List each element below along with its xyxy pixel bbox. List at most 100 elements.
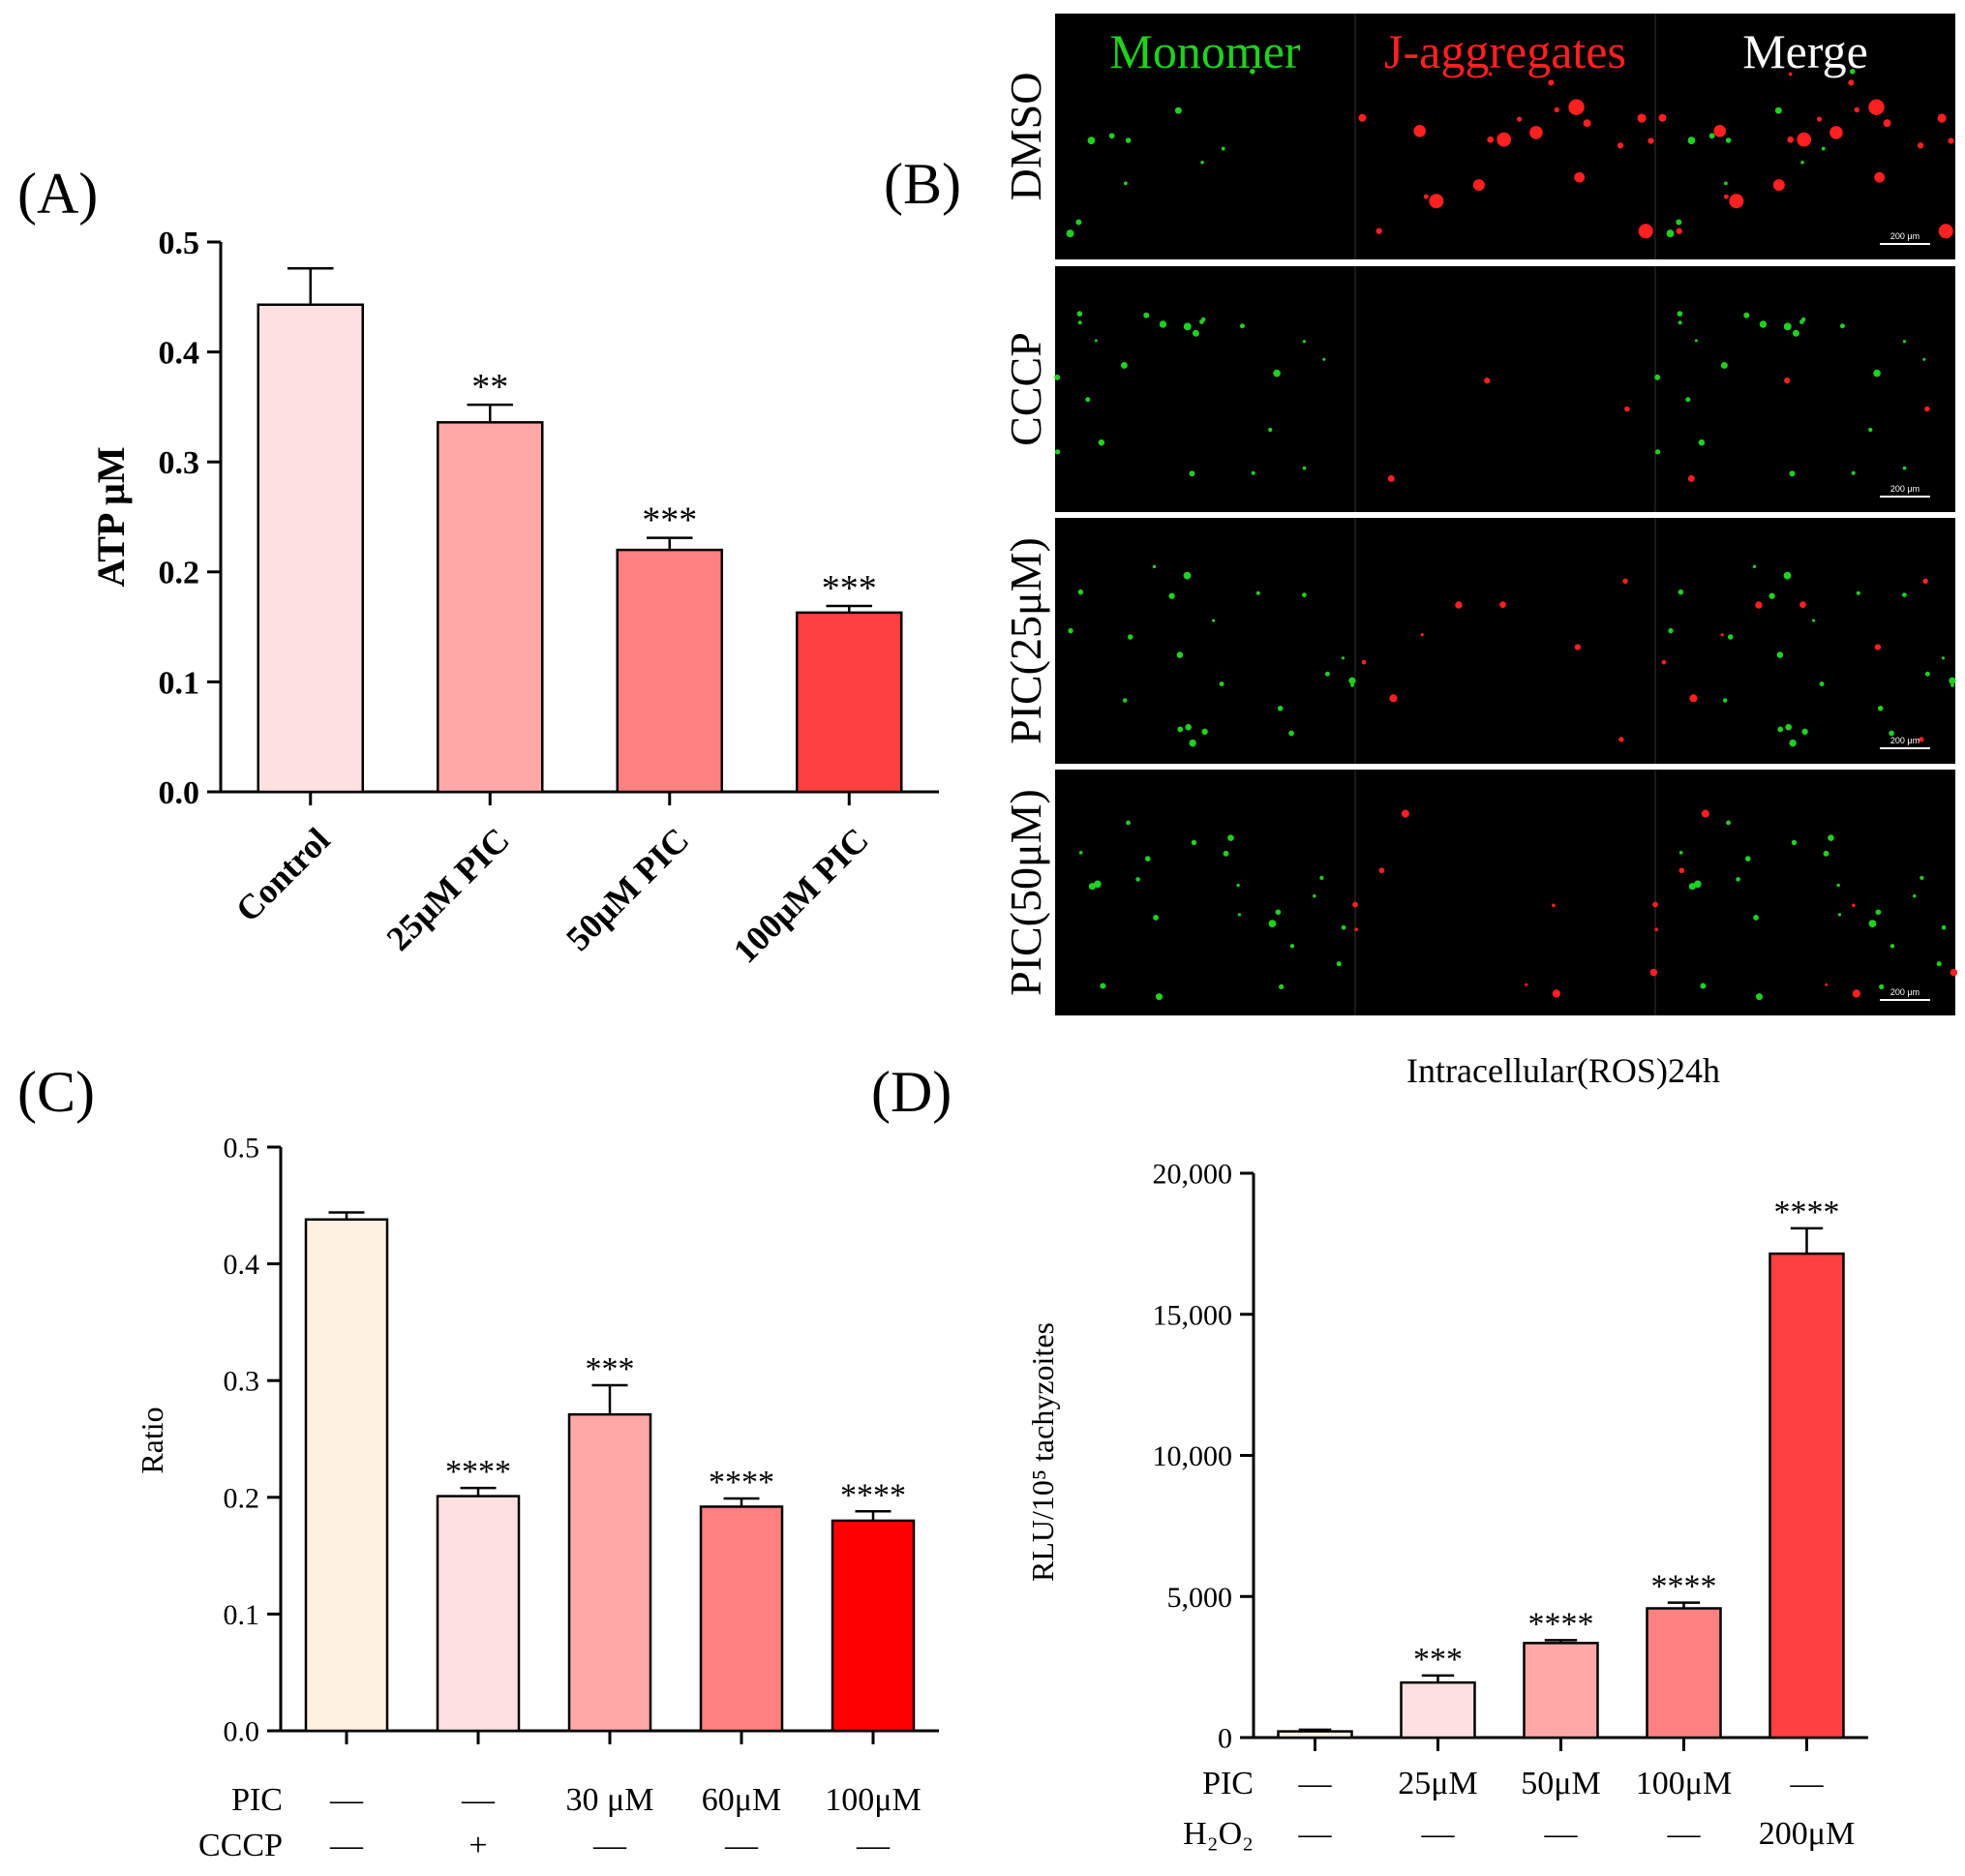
green-spot xyxy=(1077,320,1082,325)
y-tick-label: 0.0 xyxy=(159,775,200,811)
green-spot xyxy=(1068,627,1073,634)
merge-red-spot xyxy=(1937,113,1947,123)
merge-green-spot xyxy=(1783,322,1792,331)
green-spot xyxy=(1239,323,1245,329)
red-spot xyxy=(1358,113,1367,122)
treatment-value: — xyxy=(1544,1816,1579,1852)
green-spot xyxy=(1322,357,1326,361)
y-tick-label: 0.5 xyxy=(159,226,200,261)
merge-green-spot xyxy=(1949,677,1956,684)
merge-green-spot xyxy=(1698,439,1706,446)
merge-red-spot xyxy=(1950,968,1958,977)
micrograph-row xyxy=(1055,770,1955,1015)
merge-red-spot xyxy=(1784,378,1791,384)
merge-red-spot xyxy=(1654,927,1658,932)
merge-green-spot xyxy=(1839,323,1845,329)
red-spot xyxy=(1554,106,1559,113)
merge-green-spot xyxy=(1941,924,1947,930)
merge-green-spot xyxy=(1902,466,1907,470)
merge-green-spot xyxy=(1678,320,1682,325)
merge-red-spot xyxy=(1772,179,1785,192)
red-spot xyxy=(1583,119,1591,128)
green-spot xyxy=(1302,340,1307,344)
green-spot xyxy=(1341,924,1346,930)
red-spot xyxy=(1488,72,1493,76)
green-spot xyxy=(1212,619,1216,622)
green-spot xyxy=(1077,589,1084,595)
red-spot xyxy=(1378,867,1385,874)
merge-green-spot xyxy=(1922,357,1926,361)
panel-label-c: (C) xyxy=(17,1060,95,1124)
green-spot xyxy=(1273,369,1281,378)
treatment-value: — xyxy=(329,1782,364,1818)
merge-green-spot xyxy=(1920,875,1924,880)
treatment-value: — xyxy=(1421,1816,1456,1852)
y-axis-label: ATP μM xyxy=(89,446,133,587)
green-spot xyxy=(1336,961,1342,967)
red-spot xyxy=(1420,633,1424,637)
green-spot xyxy=(1302,466,1307,470)
micrograph-row xyxy=(1055,266,1955,512)
panel-label-b: (B) xyxy=(884,152,961,216)
merge-green-spot xyxy=(1759,320,1768,328)
green-spot xyxy=(1183,322,1192,331)
panel-label-d: (D) xyxy=(871,1060,952,1124)
merge-red-spot xyxy=(1825,983,1829,986)
merge-green-spot xyxy=(1789,739,1797,747)
merge-green-spot xyxy=(1819,681,1825,687)
merge-red-spot xyxy=(1829,126,1843,139)
bar xyxy=(796,611,903,794)
bar xyxy=(436,1495,521,1733)
merge-green-spot xyxy=(1828,834,1834,841)
merge-green-spot xyxy=(1774,106,1782,114)
significance-label: **** xyxy=(1651,1569,1717,1605)
merge-green-spot xyxy=(1812,619,1816,622)
merge-green-spot xyxy=(1725,137,1732,143)
green-spot xyxy=(1191,839,1197,846)
treatment-row-label: H₂O₂ xyxy=(1183,1816,1254,1852)
micrograph-column-header: Monomer xyxy=(1109,24,1301,78)
merge-green-spot xyxy=(1837,913,1842,917)
treatment-value: — xyxy=(1790,1766,1825,1801)
merge-green-spot xyxy=(1666,229,1675,238)
merge-red-spot xyxy=(1938,224,1953,239)
green-spot xyxy=(1098,439,1105,446)
treatment-value: — xyxy=(592,1828,627,1863)
scale-bar-label: 200 μm xyxy=(1890,231,1920,241)
merge-red-spot xyxy=(1701,809,1709,818)
red-spot xyxy=(1548,79,1555,86)
bar xyxy=(567,1412,652,1733)
red-spot xyxy=(1352,901,1358,908)
red-spot xyxy=(1496,132,1512,147)
treatment-value: — xyxy=(724,1828,759,1863)
red-spot xyxy=(1455,601,1463,609)
green-spot xyxy=(1143,312,1150,318)
merge-green-spot xyxy=(1720,361,1728,369)
treatment-value: 200μM xyxy=(1759,1816,1855,1852)
green-spot xyxy=(1100,983,1106,989)
merge-green-spot xyxy=(1889,730,1894,737)
merge-green-spot xyxy=(1768,592,1775,599)
significance-label: **** xyxy=(840,1477,906,1513)
green-spot xyxy=(1288,730,1294,737)
red-spot xyxy=(1618,737,1624,742)
treatment-value: 30 μM xyxy=(566,1782,654,1818)
x-tick-label: 100μM PIC xyxy=(726,820,876,970)
merge-red-spot xyxy=(1687,474,1695,482)
green-spot xyxy=(1075,219,1082,226)
red-spot xyxy=(1574,171,1586,183)
merge-red-spot xyxy=(1788,72,1793,76)
y-tick-label: 0.2 xyxy=(159,556,200,591)
merge-red-spot xyxy=(1797,132,1812,147)
panel-label-a: (A) xyxy=(17,162,98,226)
treatment-value: — xyxy=(1298,1766,1333,1801)
treatment-value: 60μM xyxy=(702,1782,781,1818)
green-spot xyxy=(1168,592,1175,599)
merge-green-spot xyxy=(1873,369,1881,378)
merge-red-spot xyxy=(1755,601,1763,609)
merge-red-spot xyxy=(1799,601,1806,608)
significance-label: *** xyxy=(822,568,877,609)
red-spot xyxy=(1622,578,1628,585)
green-spot xyxy=(1152,564,1157,568)
